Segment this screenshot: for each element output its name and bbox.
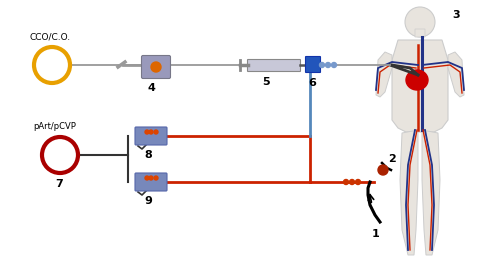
Circle shape — [319, 62, 324, 68]
Text: pArt/pCVP: pArt/pCVP — [33, 122, 76, 131]
Circle shape — [331, 62, 337, 68]
Polygon shape — [376, 52, 392, 97]
Polygon shape — [392, 40, 448, 132]
Text: 1: 1 — [372, 229, 380, 239]
FancyBboxPatch shape — [415, 29, 425, 37]
Circle shape — [154, 176, 158, 180]
Circle shape — [145, 176, 149, 180]
Ellipse shape — [406, 70, 428, 90]
Circle shape — [355, 179, 361, 185]
Text: 5: 5 — [262, 77, 270, 87]
Circle shape — [149, 176, 153, 180]
FancyBboxPatch shape — [135, 127, 167, 145]
Text: 2: 2 — [388, 154, 396, 164]
Polygon shape — [400, 130, 418, 255]
Text: 3: 3 — [452, 10, 460, 20]
Circle shape — [343, 179, 349, 185]
Text: 6: 6 — [308, 78, 316, 88]
Circle shape — [154, 130, 158, 134]
FancyBboxPatch shape — [135, 173, 167, 191]
FancyBboxPatch shape — [248, 60, 300, 72]
Circle shape — [145, 130, 149, 134]
FancyBboxPatch shape — [141, 55, 171, 79]
Circle shape — [378, 165, 388, 175]
Text: 9: 9 — [144, 196, 152, 206]
Circle shape — [149, 130, 153, 134]
Text: 8: 8 — [144, 150, 152, 160]
Circle shape — [405, 7, 435, 37]
FancyBboxPatch shape — [306, 56, 320, 73]
Text: 4: 4 — [148, 83, 156, 93]
Text: CCO/C.O.: CCO/C.O. — [30, 33, 71, 42]
Text: 7: 7 — [55, 179, 63, 189]
Circle shape — [326, 62, 331, 68]
Circle shape — [151, 62, 161, 72]
Circle shape — [350, 179, 354, 185]
Polygon shape — [448, 52, 464, 97]
Polygon shape — [422, 130, 440, 255]
